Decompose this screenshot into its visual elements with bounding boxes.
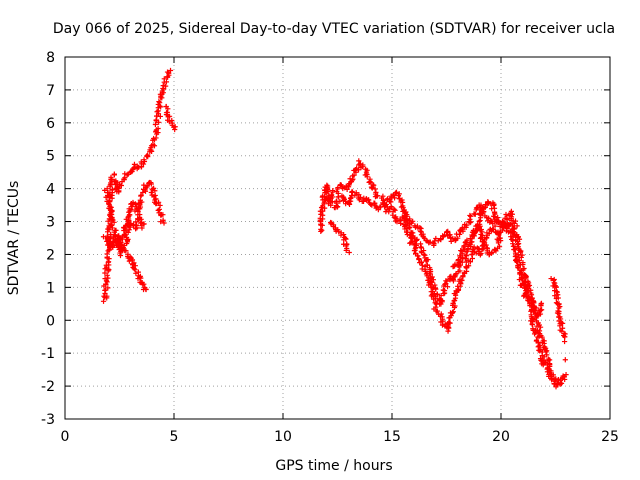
y-tick-label: 3 [46, 215, 55, 231]
plot-frame [65, 57, 610, 419]
y-tick-label: -3 [41, 412, 55, 428]
x-tick-label: 5 [170, 429, 179, 445]
y-tick-label: 7 [46, 83, 55, 99]
x-axis-label: GPS time / hours [275, 458, 392, 474]
data-point [102, 288, 107, 293]
x-tick-label: 25 [601, 429, 619, 445]
chart-title: Day 066 of 2025, Sidereal Day-to-day VTE… [53, 21, 615, 37]
data-point [563, 357, 568, 362]
data-point [503, 212, 508, 217]
data-series-sdtvar [101, 68, 569, 389]
y-tick-label: 0 [46, 313, 55, 329]
data-point [463, 264, 468, 269]
x-tick-label: 15 [383, 429, 401, 445]
x-tick-label: 10 [274, 429, 292, 445]
data-point [104, 251, 109, 256]
data-point [112, 172, 117, 177]
data-point [418, 229, 423, 234]
x-tick-label: 20 [492, 429, 510, 445]
data-point [510, 241, 515, 246]
y-tick-label: 1 [46, 280, 55, 296]
data-point [562, 339, 567, 344]
y-tick-label: 2 [46, 247, 55, 263]
y-tick-label: 6 [46, 116, 55, 132]
x-tick-label: 0 [61, 429, 70, 445]
y-tick-label: -1 [41, 346, 55, 362]
y-tick-label: -2 [41, 379, 55, 395]
grid [65, 57, 610, 419]
data-point [468, 214, 473, 219]
y-tick-label: 5 [46, 149, 55, 165]
data-point [144, 154, 149, 159]
y-tick-label: 8 [46, 50, 55, 66]
data-point [156, 208, 161, 213]
data-point [472, 212, 477, 217]
sdtvar-chart: 0 5 10 15 20 25 -3 -2 -1 0 1 2 3 4 5 6 7 8 Day 066 of 202… [0, 0, 640, 480]
y-axis-label: SDTVAR / TECUs [6, 181, 22, 296]
data-point [133, 271, 138, 276]
data-point [319, 228, 324, 233]
y-tick-label: 4 [46, 182, 55, 198]
